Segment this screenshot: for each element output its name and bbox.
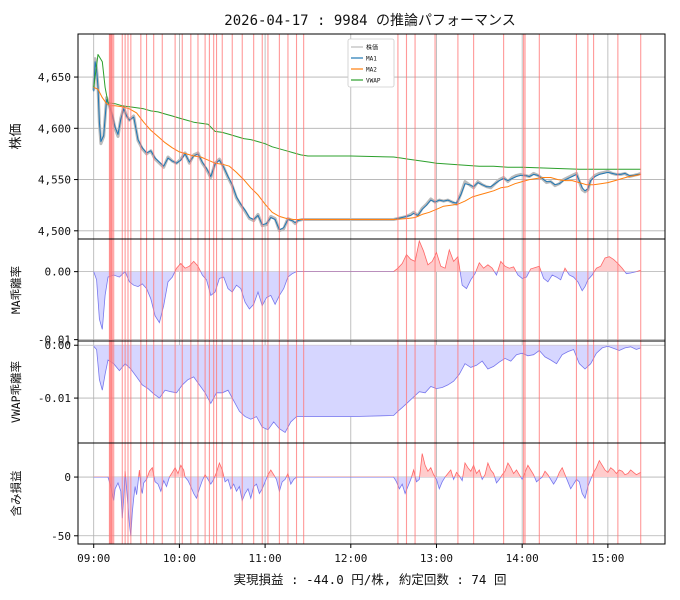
ytick-label-0-3: 4,650: [38, 71, 71, 84]
ytick-label-2-1: -0.01: [38, 392, 71, 405]
ytick-label-3-0: 0: [64, 471, 71, 484]
line-negative: [93, 477, 593, 536]
ytick-label-3-1: -50: [51, 530, 71, 543]
xtick-label-6: 15:00: [591, 552, 624, 565]
xtick-label-5: 14:00: [506, 552, 539, 565]
panel-2: 0.00 -0.01 MA乖離率: [9, 238, 666, 347]
ylabel-3: 含み損益: [9, 471, 23, 517]
panel-1: 4,500 4,550 4,600 4,650 株価 MA1 MA2 VWAP 株価: [9, 33, 666, 240]
legend-label-1: MA1: [366, 56, 377, 63]
panel-4: 0 -50 含み損益: [9, 442, 666, 545]
ytick-label-1-1: -0.01: [38, 334, 71, 347]
line-negative: [93, 345, 641, 433]
footer-summary: 実現損益 : -44.0 円/株, 約定回数 : 74 回: [234, 572, 507, 587]
ytick-label-2-0: 0.00: [45, 339, 72, 352]
ytick-label-0-1: 4,550: [38, 174, 71, 187]
ytick-label-1-0: 0.00: [45, 266, 72, 279]
xtick-label-4: 13:00: [420, 552, 453, 565]
ylabel-0: 株価: [9, 123, 24, 149]
xtick-label-3: 12:00: [334, 552, 367, 565]
area-negative: [93, 271, 637, 330]
legend-label-2: MA2: [366, 67, 377, 74]
xtick-label-1: 10:00: [163, 552, 196, 565]
area-negative: [93, 345, 641, 433]
ylabel-2: VWAP乖離率: [9, 361, 23, 423]
legend: 株価 MA1 MA2 VWAP: [347, 38, 395, 88]
xtick-label-0: 09:00: [77, 552, 110, 565]
ytick-label-0-0: 4,500: [38, 225, 71, 238]
area-positive: [124, 453, 641, 478]
legend-label-3: VWAP: [366, 78, 381, 85]
area-positive: [93, 241, 641, 272]
xtick-label-2: 11:00: [249, 552, 282, 565]
series-VWAP: [93, 54, 641, 170]
ytick-label-0-2: 4,600: [38, 122, 71, 135]
x-axis: 09:00 10:00 11:00 12:00 13:00 14:00 15:00: [77, 544, 624, 565]
ylabel-1: MA乖離率: [9, 266, 23, 314]
panel-3: 0.00 -0.01 VWAP乖離率: [9, 339, 666, 444]
series-MA2: [93, 86, 641, 220]
line-positive: [93, 239, 641, 272]
line-positive: [93, 453, 641, 478]
area-negative: [93, 477, 641, 536]
legend-label-0: 株価: [366, 44, 378, 52]
panel-frame-3: [77, 442, 666, 545]
chart-title: 2026-04-17 : 9984 の推論パフォーマンス: [224, 13, 515, 29]
line-negative: [93, 271, 638, 330]
